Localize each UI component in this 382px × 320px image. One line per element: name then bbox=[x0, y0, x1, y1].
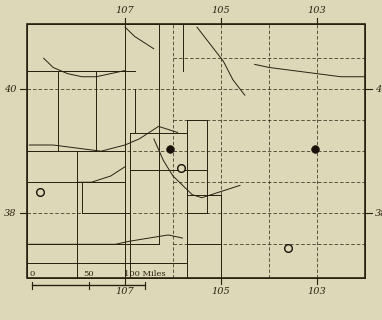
Text: 38: 38 bbox=[375, 209, 382, 218]
Text: 40: 40 bbox=[375, 85, 382, 94]
Text: 40: 40 bbox=[4, 85, 17, 94]
Text: 105: 105 bbox=[212, 287, 230, 296]
Text: 0: 0 bbox=[30, 270, 35, 278]
Text: 103: 103 bbox=[308, 287, 326, 296]
Text: 38: 38 bbox=[4, 209, 17, 218]
Text: 103: 103 bbox=[308, 6, 326, 15]
Text: 107: 107 bbox=[116, 287, 134, 296]
Text: 50: 50 bbox=[83, 270, 94, 278]
Text: 100 Miles: 100 Miles bbox=[125, 270, 166, 278]
Text: 105: 105 bbox=[212, 6, 230, 15]
Text: 107: 107 bbox=[116, 6, 134, 15]
Bar bbox=[27, 24, 365, 278]
